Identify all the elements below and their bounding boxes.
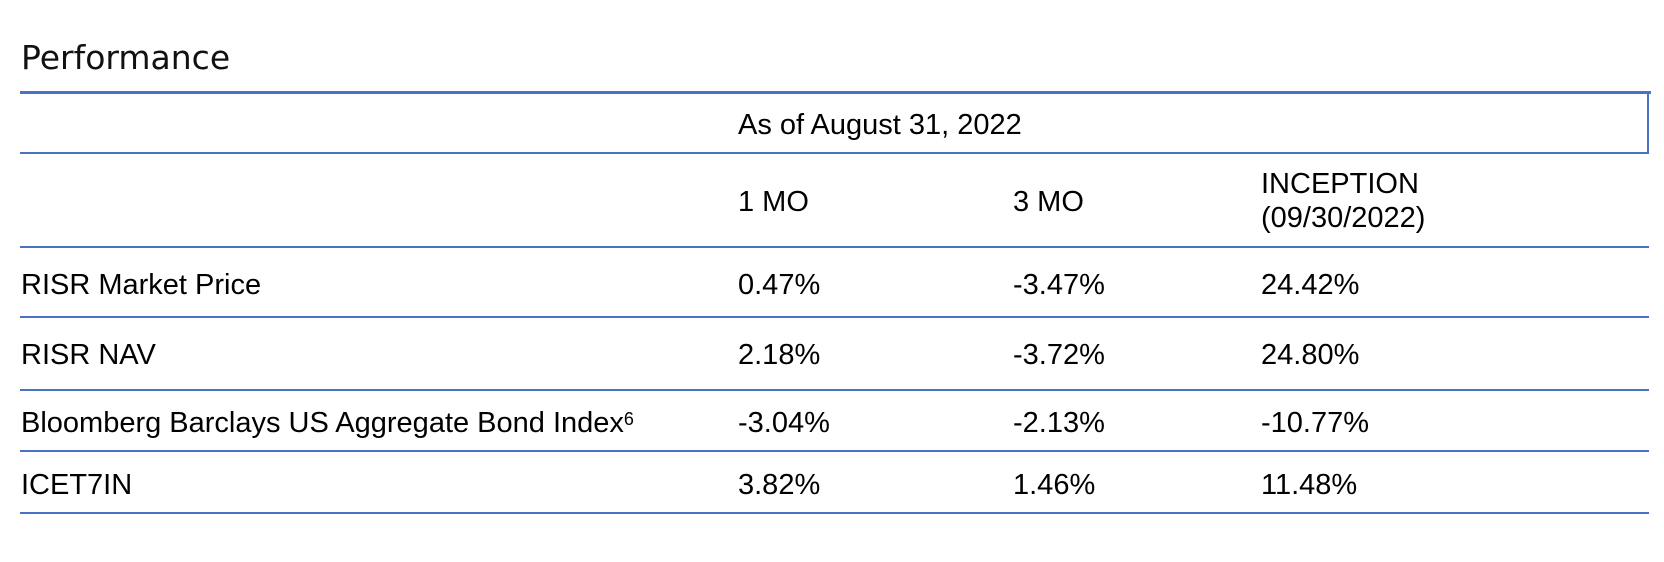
header-bottom-rule [20,246,1649,248]
row-rule-1 [20,316,1649,318]
row-value-inception: -10.77% [1261,407,1370,439]
page-title: Performance [21,38,231,77]
row-value-1mo: 3.82% [738,469,821,501]
row-value-3mo: -3.72% [1013,339,1105,371]
row-rule-3 [20,450,1649,452]
column-header-inception-line1: INCEPTION [1261,168,1419,200]
column-header-3mo: 3 MO [1013,186,1084,218]
row-value-inception: 24.80% [1261,339,1360,371]
column-header-inception: INCEPTION (09/30/2022) [1261,167,1425,235]
row-value-3mo: -3.47% [1013,269,1105,301]
as-of-date: As of August 31, 2022 [738,109,1022,141]
row-value-inception: 24.42% [1261,269,1360,301]
row-label-with-footnote: Bloomberg Barclays US Aggregate Bond Ind… [21,406,634,440]
row-value-3mo: 1.46% [1013,469,1096,501]
row-rule-4 [20,512,1649,514]
row-value-inception: 11.48% [1261,469,1358,501]
row-value-1mo: 0.47% [738,269,821,301]
table-top-rule [20,91,1651,94]
column-header-1mo: 1 MO [738,186,809,218]
row-label: RISR NAV [21,339,156,371]
row-label: RISR Market Price [21,269,262,301]
row-label: Bloomberg Barclays US Aggregate Bond Ind… [21,407,624,439]
column-header-inception-line2: (09/30/2022) [1261,202,1426,234]
row-value-3mo: -2.13% [1013,407,1105,439]
as-of-right-border [1647,91,1649,154]
row-value-1mo: -3.04% [738,407,830,439]
row-value-1mo: 2.18% [738,339,821,371]
footnote-marker: 6 [623,409,634,429]
row-rule-2 [20,389,1649,391]
as-of-bottom-rule [20,152,1649,154]
row-label: ICET7IN [21,469,133,501]
